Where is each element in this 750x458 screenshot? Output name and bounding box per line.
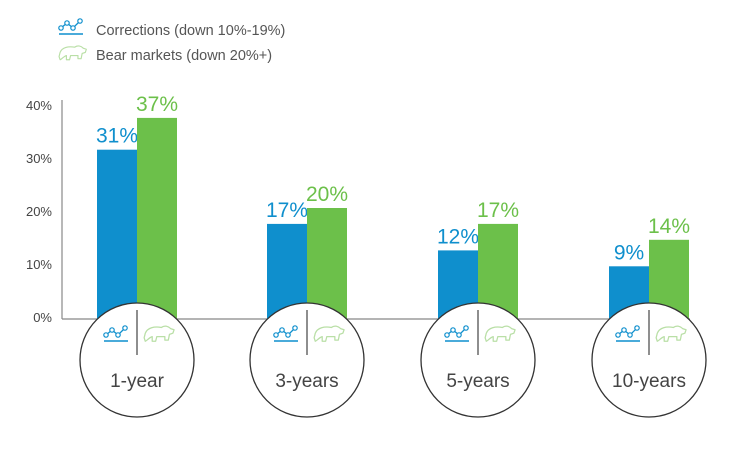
icon-node	[285, 332, 291, 338]
data-label: 20%	[306, 183, 348, 206]
icon-node	[58, 25, 64, 31]
category-label: 10-years	[612, 371, 686, 392]
data-label: 17%	[477, 199, 519, 222]
badge-circle	[420, 302, 536, 418]
category-badge: 10-years	[591, 302, 707, 418]
legend: Corrections (down 10%-19%) Bear markets (…	[58, 18, 285, 64]
badge-circle	[79, 302, 195, 418]
icon-line	[60, 20, 81, 29]
bear-icon	[313, 325, 345, 342]
data-label: 12%	[437, 225, 479, 248]
category-label: 5-years	[446, 371, 509, 392]
legend-bear-markets: Bear markets (down 20%+)	[96, 48, 272, 64]
icon-node	[615, 332, 621, 338]
icon-node	[70, 25, 76, 31]
legend-corrections: Corrections (down 10%-19%)	[96, 23, 285, 39]
icon-node	[273, 332, 279, 338]
bars: 31%37%17%20%12%17%9%14%	[96, 93, 690, 320]
icon-node	[115, 332, 121, 338]
bear-outline	[143, 325, 175, 342]
y-tick-label: 40%	[26, 98, 52, 113]
icon-node	[122, 325, 128, 331]
icon-node	[634, 325, 640, 331]
category-label: 1-year	[110, 371, 165, 392]
icon-node	[450, 327, 456, 333]
category-badge: 3-years	[249, 302, 365, 418]
icon-node	[77, 18, 83, 24]
category-badge: 1-year	[79, 302, 195, 418]
bar-bear	[137, 117, 177, 320]
icon-node	[621, 327, 627, 333]
bear-outline	[58, 45, 87, 61]
y-tick-label: 0%	[33, 310, 52, 325]
icon-node	[463, 325, 469, 331]
line-chart-icon	[615, 325, 640, 342]
icon-node	[456, 332, 462, 338]
line-chart-icon	[444, 325, 469, 342]
data-label: 17%	[266, 199, 308, 222]
data-label: 37%	[136, 93, 178, 116]
bear-icon	[484, 325, 516, 342]
bar-bear	[307, 208, 347, 319]
icon-node	[444, 332, 450, 338]
icon-line	[275, 327, 296, 336]
category-label: 3-years	[275, 371, 338, 392]
icon-node	[627, 332, 633, 338]
y-tick-label: 20%	[26, 204, 52, 219]
bear-outline	[655, 325, 687, 342]
icon-node	[64, 20, 70, 26]
line-chart-icon	[58, 18, 83, 35]
icon-line	[105, 327, 126, 336]
data-label: 31%	[96, 125, 138, 148]
icon-line	[446, 327, 467, 336]
bear-icon	[655, 325, 687, 342]
data-label: 9%	[614, 241, 644, 264]
bear-icon	[143, 325, 175, 342]
icon-line	[617, 327, 638, 336]
icon-node	[103, 332, 109, 338]
line-chart-icon	[273, 325, 298, 342]
bear-outline	[484, 325, 516, 342]
icon-node	[292, 325, 298, 331]
y-tick-label: 10%	[26, 257, 52, 272]
data-label: 14%	[648, 215, 690, 238]
line-chart-icon	[103, 325, 128, 342]
bar-correction	[97, 149, 137, 319]
y-tick-label: 30%	[26, 151, 52, 166]
badge-circle	[249, 302, 365, 418]
icon-node	[279, 327, 285, 333]
category-badges: 1-year 3-years 5-years 10-years	[79, 302, 707, 418]
badge-circle	[591, 302, 707, 418]
bear-icon	[58, 45, 87, 61]
bear-outline	[313, 325, 345, 342]
icon-node	[109, 327, 115, 333]
category-badge: 5-years	[420, 302, 536, 418]
